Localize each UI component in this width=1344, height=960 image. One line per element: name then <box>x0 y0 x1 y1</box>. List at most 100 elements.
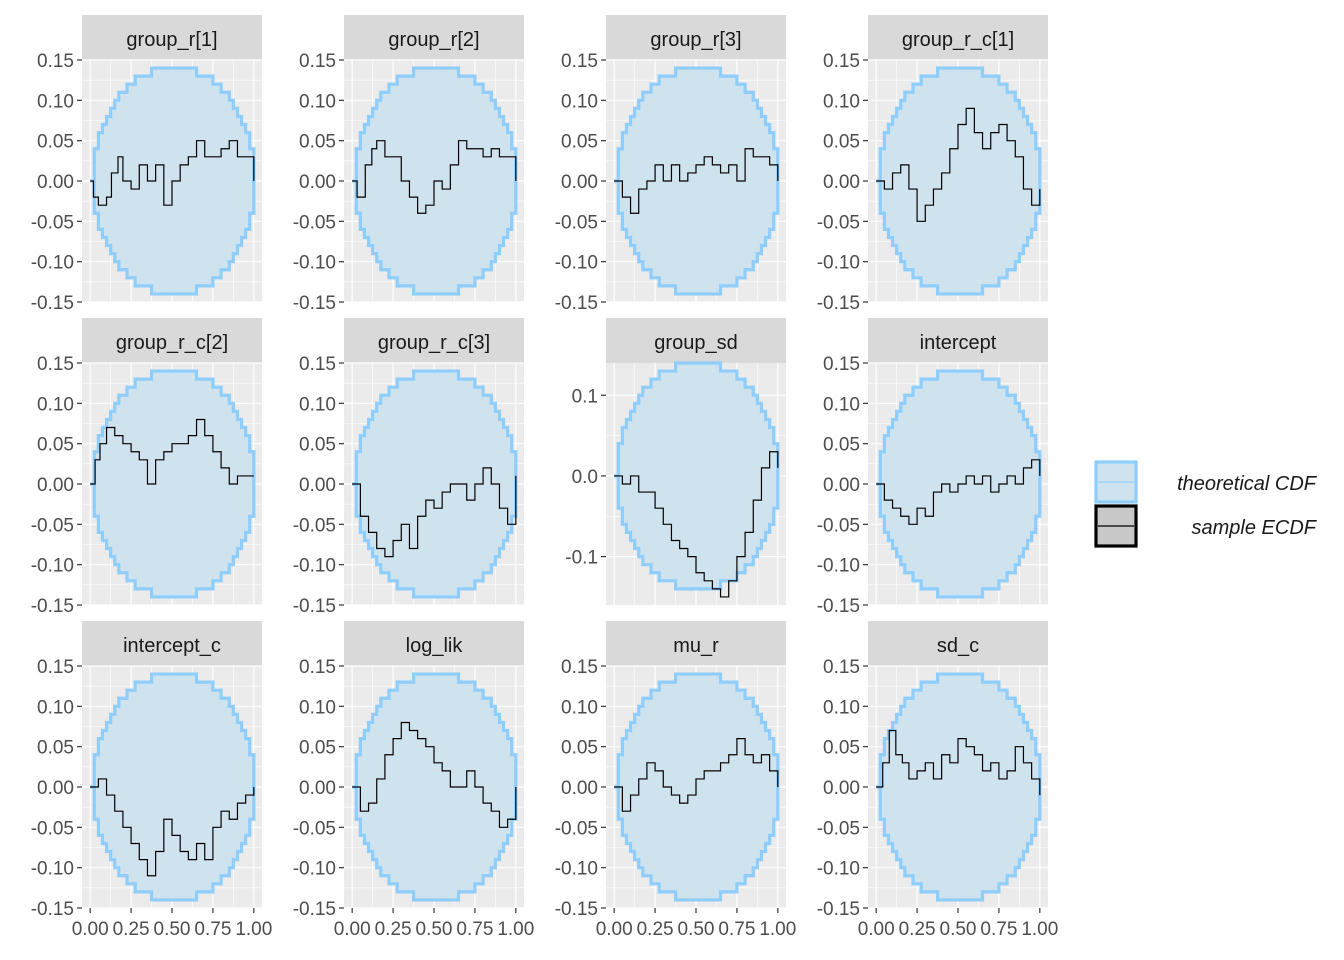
x-tick-label: 0.75 <box>980 919 1017 940</box>
x-tick-label: 0.00 <box>596 919 633 940</box>
y-tick-label: 0.15 <box>561 51 598 72</box>
y-tick-label: -0.10 <box>31 556 74 577</box>
y-tick-label: 0.00 <box>37 172 74 193</box>
y-tick-label: -0.05 <box>817 515 860 536</box>
x-tick-label: 0.75 <box>194 919 231 940</box>
theoretical-cdf-band <box>90 369 256 599</box>
y-tick-label: -0.10 <box>555 859 598 880</box>
sample-ecdf-line <box>614 148 779 214</box>
legend-label: sample ECDF <box>1192 517 1318 539</box>
y-tick-label: 0.15 <box>299 51 336 72</box>
y-tick-label: 0.15 <box>37 657 74 678</box>
y-tick-label: 0.05 <box>37 132 74 153</box>
x-tick-label: 0.75 <box>456 919 493 940</box>
facet-panel: group_r_c[1] 0.15 0.10 0.05 0.00 -0.05 -0.10 -0… <box>817 15 1048 314</box>
y-tick-label: 0.05 <box>299 132 336 153</box>
x-tick-label: 0.25 <box>637 919 674 940</box>
x-tick-label: 0.25 <box>113 919 150 940</box>
x-tick-label: 1.00 <box>497 919 534 940</box>
facet-panel: mu_r0.150.100.050.00-0.05-0.10-0.150.00 0… <box>555 621 796 940</box>
y-tick-label: -0.15 <box>817 596 860 617</box>
x-tick-label: 0.25 <box>375 919 412 940</box>
legend-label: theoretical CDF <box>1177 473 1318 495</box>
x-tick-label: 1.00 <box>759 919 796 940</box>
x-tick-label: 0.50 <box>678 919 715 940</box>
y-tick-label: 0.05 <box>561 738 598 759</box>
facet-panel: group_sd 0.1 0.0 -0.1 <box>565 318 786 605</box>
y-tick-label: -0.15 <box>31 899 74 920</box>
x-tick-label: 0.75 <box>718 919 755 940</box>
y-tick-label: 0.15 <box>823 657 860 678</box>
y-tick-label: -0.05 <box>31 212 74 233</box>
facet-panel: log_lik0.150.100.050.00-0.05-0.10-0.150.… <box>293 621 534 940</box>
facet-panel: intercept 0.15 0.10 0.05 0.00 -0.05 -0.10 -0.15 <box>817 318 1048 617</box>
facet-panel: group_r[1] 0.15 0.10 0.05 0.00 -0.05 -0.10 -0.1… <box>31 15 262 314</box>
x-tick-label: 0.50 <box>154 919 191 940</box>
y-tick-label: -0.15 <box>293 596 336 617</box>
facet-title: mu_r <box>673 635 719 657</box>
facet-panel: sd_c0.150.100.050.00-0.05-0.10-0.150.00 0… <box>817 621 1058 940</box>
y-tick-label: 0.1 <box>572 386 598 407</box>
facet-strip <box>606 621 786 666</box>
y-tick-label: 0.00 <box>823 475 860 496</box>
y-tick-label: -0.15 <box>555 899 598 920</box>
facet-strip <box>606 15 786 60</box>
sample-ecdf-line <box>90 140 255 206</box>
facet-strip <box>344 621 524 666</box>
y-tick-label: -0.15 <box>817 899 860 920</box>
facet-strip <box>82 15 262 60</box>
y-tick-label: 0.10 <box>823 91 860 112</box>
y-tick-label: 0.05 <box>823 435 860 456</box>
legend: theoretical CDF sample ECDF <box>1094 460 1318 548</box>
facet-strip <box>344 318 524 363</box>
y-tick-label: -0.10 <box>293 556 336 577</box>
y-tick-label: 0.10 <box>823 394 860 415</box>
theoretical-cdf-band <box>876 672 1042 902</box>
x-tick-label: 1.00 <box>1021 919 1058 940</box>
facet-title: intercept_c <box>123 635 221 657</box>
y-tick-label: -0.05 <box>293 818 336 839</box>
facet-title: intercept <box>920 332 997 354</box>
y-tick-label: -0.10 <box>817 556 860 577</box>
y-tick-label: 0.00 <box>823 172 860 193</box>
facet-title: group_r_c[3] <box>378 332 490 354</box>
y-tick-label: -0.05 <box>555 818 598 839</box>
y-tick-label: 0.10 <box>561 91 598 112</box>
facet-strip <box>868 15 1048 60</box>
theoretical-cdf-band <box>90 672 256 902</box>
y-tick-label: -0.10 <box>31 253 74 274</box>
y-tick-label: 0.05 <box>299 738 336 759</box>
facet-title: group_r[1] <box>126 29 217 51</box>
y-tick-label: 0.15 <box>37 354 74 375</box>
facet-title: group_r[2] <box>388 29 479 51</box>
facet-title: group_sd <box>654 332 737 354</box>
y-tick-label: 0.10 <box>37 697 74 718</box>
y-tick-label: 0.10 <box>299 91 336 112</box>
sample-ecdf-line <box>90 418 254 485</box>
theoretical-cdf-band <box>876 66 1042 296</box>
x-tick-label: 1.00 <box>235 919 272 940</box>
y-tick-label: 0.15 <box>561 657 598 678</box>
facet-strip <box>82 621 262 666</box>
y-tick-label: 0.10 <box>299 394 336 415</box>
facet-strip <box>344 15 524 60</box>
y-tick-label: -0.15 <box>31 293 74 314</box>
facet-panel: intercept_c 0.15 0.10 0.05 0.00 -0.05 -0.10 -0.… <box>31 621 272 940</box>
facet-panel: group_r[3] 0.15 0.10 0.05 0.00 -0.05 -0.10 -0.1… <box>555 15 786 314</box>
facet-panel: group_r[2] 0.15 0.10 0.05 0.00 -0.05 -0.10 -0.1… <box>293 15 524 314</box>
y-tick-label: 0.10 <box>823 697 860 718</box>
y-tick-label: 0.00 <box>823 778 860 799</box>
y-tick-label: 0.15 <box>37 51 74 72</box>
theoretical-cdf-band <box>614 361 780 591</box>
y-tick-label: -0.15 <box>817 293 860 314</box>
y-tick-label: -0.15 <box>293 293 336 314</box>
y-tick-label: 0.00 <box>561 778 598 799</box>
y-tick-label: -0.15 <box>555 293 598 314</box>
y-tick-label: 0.00 <box>37 778 74 799</box>
y-tick-label: -0.05 <box>293 212 336 233</box>
y-tick-label: 0.15 <box>299 657 336 678</box>
y-tick-label: 0.05 <box>823 738 860 759</box>
y-tick-label: -0.1 <box>565 548 598 569</box>
